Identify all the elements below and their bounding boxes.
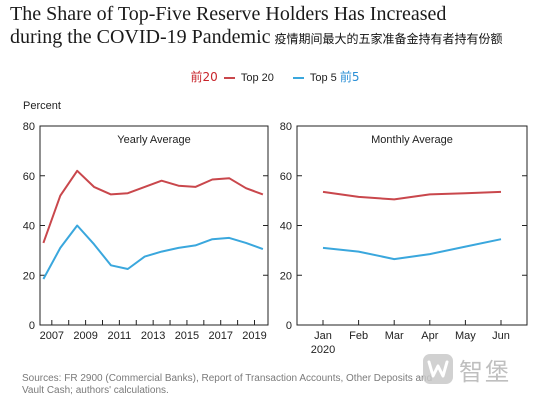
x-tick-label: 2007 (40, 330, 64, 342)
source-note: Sources: FR 2900 (Commercial Banks), Rep… (22, 373, 433, 396)
series-line-top5-yearly (42, 224, 264, 280)
x-tick-label: Apr (421, 330, 438, 342)
y-tick-label: 0 (29, 320, 35, 332)
chart-title: The Share of Top-Five Reserve Holders Ha… (10, 3, 550, 51)
panel-title-monthly: Monthly Average (371, 134, 453, 146)
y-tick-label: 80 (280, 121, 292, 133)
x-tick-label: Feb (349, 330, 368, 342)
y-tick-label: 20 (280, 270, 292, 282)
x-tick-label: 2017 (208, 330, 232, 342)
legend-top20-swatch (223, 77, 235, 80)
x-tick-label: May (455, 330, 476, 342)
panel-title-yearly: Yearly Average (117, 134, 190, 146)
title-line-2: during the COVID-19 Pandemic (10, 26, 271, 48)
legend: 前20 Top 20 Top 5 前5 (0, 70, 550, 85)
x-tick-sublabel: 2020 (311, 344, 335, 356)
plot-frame-monthly (296, 125, 528, 326)
title-chinese: 疫情期间最大的五家准备金持有者持有份额 (274, 32, 503, 46)
y-tick-label: 20 (23, 270, 35, 282)
y-tick-label: 40 (23, 221, 35, 233)
x-tick-label: Jan (314, 330, 332, 342)
y-tick-label: 40 (280, 221, 292, 233)
watermark-text: 智堡 (459, 357, 511, 386)
y-tick-label: 60 (280, 171, 292, 183)
title-line-1: The Share of Top-Five Reserve Holders Ha… (10, 3, 447, 25)
y-tick-label: 0 (286, 320, 292, 332)
y-tick-label: 60 (23, 171, 35, 183)
legend-top5-label: Top 5 (309, 72, 337, 84)
x-tick-label: 2011 (108, 330, 132, 342)
x-tick-label: 2015 (175, 330, 199, 342)
x-tick-label: 2013 (141, 330, 165, 342)
legend-top5-swatch (293, 77, 305, 80)
legend-top20-cn: 前20 (190, 70, 218, 84)
x-tick-label: 2009 (73, 330, 97, 342)
x-tick-label: Mar (385, 330, 404, 342)
series-line-top20-monthly (322, 190, 502, 201)
plot-frame-yearly (39, 125, 269, 326)
wisburg-logo-icon (423, 354, 453, 384)
series-line-top5-monthly (322, 238, 502, 261)
series-line-top20-yearly (42, 169, 264, 244)
y-axis-label: Percent (23, 100, 61, 112)
y-tick-label: 80 (23, 121, 35, 133)
x-tick-label: 2019 (242, 330, 266, 342)
legend-top5-cn: 前5 (339, 70, 360, 84)
watermark: 智堡 (423, 352, 511, 386)
legend-top20-label: Top 20 (240, 72, 274, 84)
x-tick-label: Jun (492, 330, 510, 342)
